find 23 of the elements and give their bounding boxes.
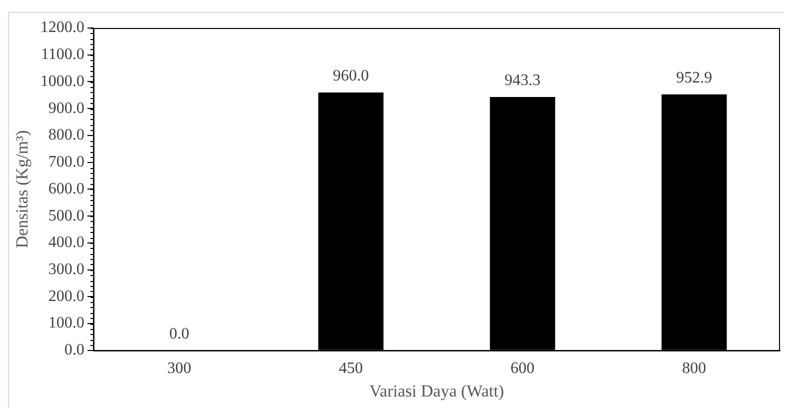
y-tick-label: 0.0	[64, 342, 84, 359]
y-tick-label: 100.0	[48, 314, 84, 332]
y-tick-label: 300.0	[48, 261, 84, 278]
y-tick-label: 500.0	[48, 207, 84, 224]
x-tick-label: 800	[682, 360, 706, 378]
data-label: 943.3	[504, 72, 541, 90]
y-tick-label: 1000.0	[40, 72, 84, 90]
y-tick-label: 600.0	[48, 180, 84, 198]
y-tick-label: 200.0	[48, 288, 84, 305]
y-tick-label: 1200.0	[40, 19, 84, 36]
x-tick-label: 450	[338, 360, 363, 378]
y-tick-label: 1100.0	[40, 46, 84, 64]
y-tick-label: 800.0	[48, 126, 84, 144]
x-tick-label: 300	[167, 360, 192, 378]
y-axis-title: Densitas (Kg/m³)	[12, 130, 32, 248]
data-label: 0.0	[169, 326, 190, 343]
data-label: 960.0	[332, 68, 369, 85]
y-tick-label: 400.0	[48, 234, 84, 252]
y-tick-label: 900.0	[48, 100, 84, 117]
y-tick-label: 700.0	[48, 154, 84, 171]
data-label: 952.9	[676, 70, 712, 87]
x-tick-label: 600	[510, 360, 535, 378]
x-axis-title: Variasi Daya (Watt)	[369, 381, 504, 400]
